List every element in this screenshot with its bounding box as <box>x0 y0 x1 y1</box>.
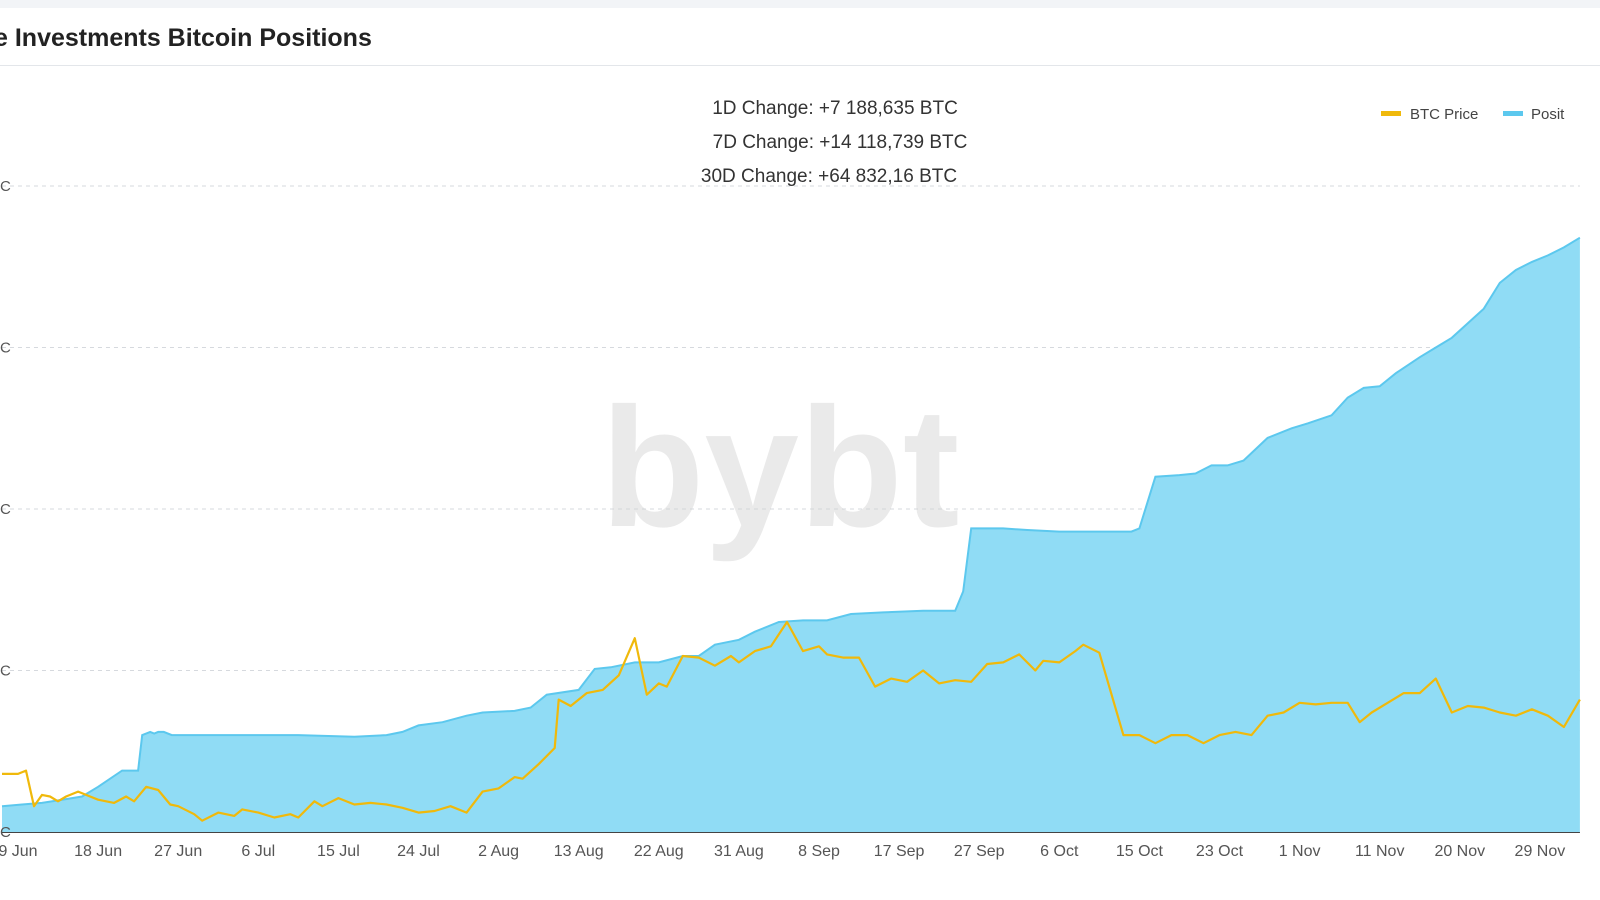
x-tick-label: 2 Aug <box>478 843 519 860</box>
x-tick-label: 27 Jun <box>154 843 202 860</box>
x-tick-label: 15 Jul <box>317 843 360 860</box>
legend-item-btc-price[interactable]: BTC Price <box>1381 106 1478 123</box>
y-tick-label: C <box>0 340 11 357</box>
legend-swatch-btc-price <box>1381 111 1401 116</box>
x-tick-label: 9 Jun <box>0 843 38 860</box>
x-tick-label: 1 Nov <box>1279 843 1321 860</box>
watermark: bybt <box>601 373 960 563</box>
legend-label-positions: Posit <box>1531 106 1565 123</box>
change-1d: 1D Change: +7 188,635 BTC <box>712 98 958 119</box>
x-tick-label: 24 Jul <box>397 843 440 860</box>
x-tick-label: 15 Oct <box>1116 843 1164 860</box>
change-summary: 1D Change: +7 188,635 BTC 7D Change: +14… <box>701 98 967 187</box>
x-tick-label: 18 Jun <box>74 843 122 860</box>
y-tick-label: C <box>0 501 11 518</box>
x-tick-label: 11 Nov <box>1355 843 1405 860</box>
y-tick-label: C <box>0 178 11 195</box>
x-tick-label: 23 Oct <box>1196 843 1244 860</box>
x-tick-label: 17 Sep <box>874 843 925 860</box>
legend-label-btc-price: BTC Price <box>1410 106 1478 123</box>
x-tick-label: 31 Aug <box>714 843 764 860</box>
legend-item-positions[interactable]: Posit <box>1503 106 1565 123</box>
x-tick-label: 22 Aug <box>634 843 684 860</box>
change-7d: 7D Change: +14 118,739 BTC <box>713 132 968 153</box>
x-tick-label: 13 Aug <box>554 843 604 860</box>
panel-header: e Investments Bitcoin Positions <box>0 8 1600 66</box>
legend: BTC Price Posit <box>1381 106 1565 123</box>
series-layer <box>1 236 1581 832</box>
panel-title: e Investments Bitcoin Positions <box>0 24 372 52</box>
change-30d: 30D Change: +64 832,16 BTC <box>701 166 957 187</box>
x-tick-label: 27 Sep <box>954 843 1005 860</box>
x-tick-label: 6 Jul <box>241 843 275 860</box>
positions-area <box>2 237 1580 832</box>
positions-line <box>1 236 1581 808</box>
x-tick-label: 29 Nov <box>1515 843 1566 860</box>
x-tick-label: 6 Oct <box>1040 843 1079 860</box>
x-tick-label: 8 Sep <box>798 843 840 860</box>
y-tick-label: C <box>0 663 11 680</box>
x-tick-label: 20 Nov <box>1434 843 1485 860</box>
top-strip <box>0 0 1600 8</box>
legend-swatch-positions <box>1503 111 1523 116</box>
btc-price-line <box>2 620 1581 822</box>
x-axis: 9 Jun 18 Jun 27 Jun 6 Jul 15 Jul 24 Jul 2 Aug 1… <box>0 832 1580 860</box>
